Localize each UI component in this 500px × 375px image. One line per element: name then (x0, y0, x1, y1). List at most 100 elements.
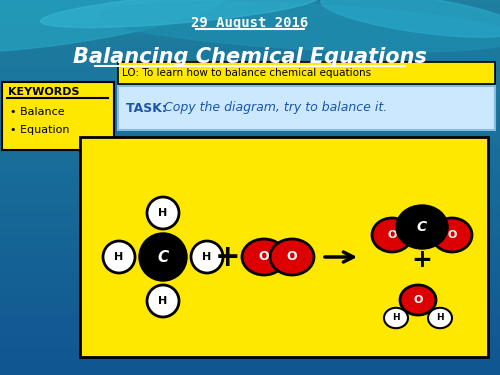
Bar (118, 86, 495, 130)
Bar (0, 49, 500, 56)
Bar (0, 318, 500, 325)
Bar (0, 305, 500, 312)
Ellipse shape (384, 308, 408, 328)
Text: • Balance: • Balance (10, 107, 64, 117)
Bar (0, 0, 500, 6)
Ellipse shape (400, 285, 436, 315)
Bar (0, 155, 500, 162)
Bar (0, 293, 500, 300)
Text: +: + (215, 243, 241, 272)
Bar (0, 224, 500, 231)
Ellipse shape (428, 308, 452, 328)
Circle shape (191, 241, 223, 273)
Bar (0, 186, 500, 194)
Text: +: + (412, 248, 432, 272)
Text: LO: To learn how to balance chemical equations: LO: To learn how to balance chemical equ… (122, 68, 371, 78)
Text: C: C (417, 220, 427, 234)
Text: O: O (414, 295, 422, 305)
Bar (0, 124, 500, 131)
Bar (0, 93, 500, 100)
Circle shape (103, 241, 135, 273)
Bar (0, 55, 500, 63)
Bar (0, 12, 500, 19)
Text: TASK:: TASK: (126, 102, 171, 114)
Text: H: H (158, 296, 168, 306)
Bar (0, 243, 500, 250)
Ellipse shape (100, 2, 500, 52)
Text: H: H (392, 314, 400, 322)
Ellipse shape (432, 218, 472, 252)
Ellipse shape (0, 0, 228, 53)
Bar (0, 24, 500, 31)
Bar (0, 162, 500, 169)
Bar (0, 5, 500, 12)
Bar (118, 62, 495, 84)
Bar (0, 274, 500, 281)
Ellipse shape (396, 205, 448, 249)
Bar (0, 99, 500, 106)
Bar (0, 62, 500, 69)
Bar (0, 111, 500, 119)
Bar (0, 205, 500, 213)
Text: H: H (114, 252, 124, 262)
Bar (0, 43, 500, 50)
Bar (0, 18, 500, 25)
Bar (0, 174, 500, 181)
Bar (0, 30, 500, 38)
Bar (0, 261, 500, 269)
Bar (0, 336, 500, 344)
Text: • Equation: • Equation (10, 125, 70, 135)
Text: KEYWORDS: KEYWORDS (8, 87, 80, 97)
Bar (0, 149, 500, 156)
Bar (0, 218, 500, 225)
Circle shape (147, 197, 179, 229)
Ellipse shape (372, 218, 412, 252)
Text: O: O (258, 251, 270, 264)
Bar (0, 349, 500, 356)
Bar (0, 68, 500, 75)
Text: Balancing Chemical Equations: Balancing Chemical Equations (73, 47, 427, 67)
Circle shape (147, 285, 179, 317)
Bar (0, 286, 500, 294)
Text: O: O (388, 230, 396, 240)
Bar (0, 324, 500, 331)
Bar (0, 87, 500, 94)
Bar (0, 36, 500, 44)
Bar (0, 368, 500, 375)
Text: H: H (158, 208, 168, 218)
Bar (0, 118, 500, 125)
Bar (0, 168, 500, 175)
Text: C: C (158, 249, 168, 264)
Bar (0, 230, 500, 237)
Bar (0, 343, 500, 350)
Bar (0, 80, 500, 87)
Bar (0, 105, 500, 112)
Bar (0, 130, 500, 138)
Circle shape (139, 233, 187, 281)
Bar (0, 312, 500, 319)
Bar (80, 137, 488, 357)
Bar (0, 249, 500, 256)
Bar (0, 211, 500, 219)
Bar (0, 143, 500, 150)
Bar (0, 355, 500, 363)
Text: O: O (286, 251, 298, 264)
Bar (0, 136, 500, 144)
Bar (0, 74, 500, 81)
Text: Copy the diagram, try to balance it.: Copy the diagram, try to balance it. (164, 102, 387, 114)
Bar (0, 193, 500, 200)
Bar (0, 330, 500, 338)
Bar (0, 199, 500, 206)
Text: H: H (202, 252, 211, 262)
Bar (0, 255, 500, 262)
Bar (0, 280, 500, 288)
Bar (0, 362, 500, 369)
Bar (0, 180, 500, 188)
Ellipse shape (242, 239, 286, 275)
Bar (0, 299, 500, 306)
Text: H: H (436, 314, 444, 322)
Text: 29 August 2016: 29 August 2016 (192, 16, 308, 30)
Bar (0, 237, 500, 244)
Bar (0, 268, 500, 275)
Bar (2, 82, 114, 150)
